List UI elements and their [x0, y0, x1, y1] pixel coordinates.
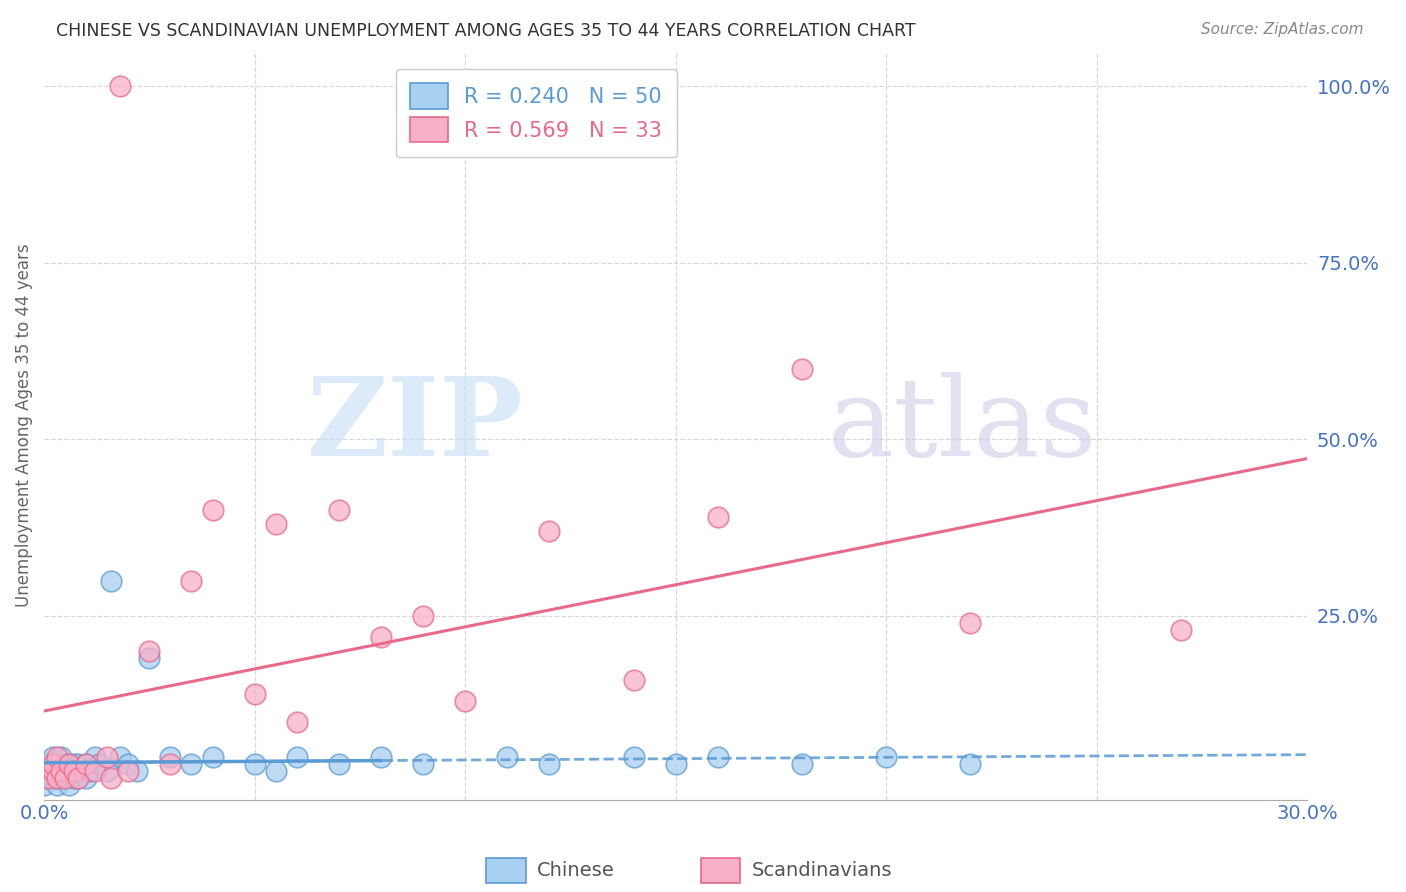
Point: [412, 757, 434, 772]
Point: [370, 630, 392, 644]
Point: [665, 757, 688, 772]
Text: Scandinavians: Scandinavians: [752, 861, 891, 880]
Point: [49, 764, 72, 779]
Point: [623, 673, 645, 687]
Point: [117, 764, 139, 779]
Point: [62, 772, 84, 786]
Text: ZIP: ZIP: [308, 372, 524, 479]
Point: [370, 750, 392, 764]
Point: [58, 779, 80, 793]
Point: [108, 78, 131, 93]
Point: [243, 687, 266, 701]
Point: [49, 750, 72, 764]
Point: [790, 361, 813, 376]
Point: [75, 757, 97, 772]
Point: [454, 694, 477, 708]
Point: [75, 772, 97, 786]
Point: [41, 757, 63, 772]
Point: [79, 764, 101, 779]
Point: [285, 750, 308, 764]
Point: [328, 757, 350, 772]
Point: [49, 764, 72, 779]
Point: [538, 757, 561, 772]
Point: [66, 772, 89, 786]
Point: [412, 608, 434, 623]
Point: [108, 750, 131, 764]
Point: [53, 772, 76, 786]
Point: [37, 772, 59, 786]
Point: [45, 757, 67, 772]
Point: [180, 757, 202, 772]
Point: [49, 772, 72, 786]
Point: [201, 503, 224, 517]
Point: [117, 757, 139, 772]
Point: [41, 764, 63, 779]
Point: [159, 757, 181, 772]
Point: [66, 772, 89, 786]
Point: [328, 503, 350, 517]
Legend: R = 0.240   N = 50, R = 0.569   N = 33: R = 0.240 N = 50, R = 0.569 N = 33: [395, 69, 676, 157]
Text: CHINESE VS SCANDINAVIAN UNEMPLOYMENT AMONG AGES 35 TO 44 YEARS CORRELATION CHART: CHINESE VS SCANDINAVIAN UNEMPLOYMENT AMO…: [56, 22, 915, 40]
Point: [75, 757, 97, 772]
Point: [45, 750, 67, 764]
Point: [41, 750, 63, 764]
Text: Source: ZipAtlas.com: Source: ZipAtlas.com: [1201, 22, 1364, 37]
Point: [100, 574, 122, 588]
Point: [58, 764, 80, 779]
Point: [66, 757, 89, 772]
Point: [83, 750, 105, 764]
Point: [138, 644, 160, 658]
Point: [37, 757, 59, 772]
Point: [159, 750, 181, 764]
Point: [62, 757, 84, 772]
Point: [53, 772, 76, 786]
Point: [58, 757, 80, 772]
Point: [37, 764, 59, 779]
Point: [243, 757, 266, 772]
Point: [959, 757, 981, 772]
Point: [264, 764, 287, 779]
Y-axis label: Unemployment Among Ages 35 to 44 years: Unemployment Among Ages 35 to 44 years: [15, 244, 32, 607]
Point: [87, 757, 110, 772]
Point: [496, 750, 519, 764]
Point: [45, 772, 67, 786]
Text: Chinese: Chinese: [537, 861, 614, 880]
Point: [62, 764, 84, 779]
Point: [96, 750, 118, 764]
Point: [125, 764, 148, 779]
Point: [83, 764, 105, 779]
Point: [959, 615, 981, 630]
Point: [707, 510, 730, 524]
Point: [32, 779, 55, 793]
Point: [180, 574, 202, 588]
Point: [264, 517, 287, 532]
Point: [790, 757, 813, 772]
Point: [41, 772, 63, 786]
Point: [138, 651, 160, 665]
Point: [875, 750, 897, 764]
Point: [623, 750, 645, 764]
Point: [707, 750, 730, 764]
Point: [1170, 623, 1192, 637]
Point: [45, 772, 67, 786]
Point: [538, 524, 561, 538]
Point: [70, 764, 93, 779]
Point: [45, 779, 67, 793]
Text: atlas: atlas: [827, 372, 1097, 479]
Point: [96, 764, 118, 779]
Point: [37, 772, 59, 786]
Point: [53, 757, 76, 772]
Point: [201, 750, 224, 764]
Point: [100, 772, 122, 786]
Point: [41, 764, 63, 779]
Point: [285, 714, 308, 729]
